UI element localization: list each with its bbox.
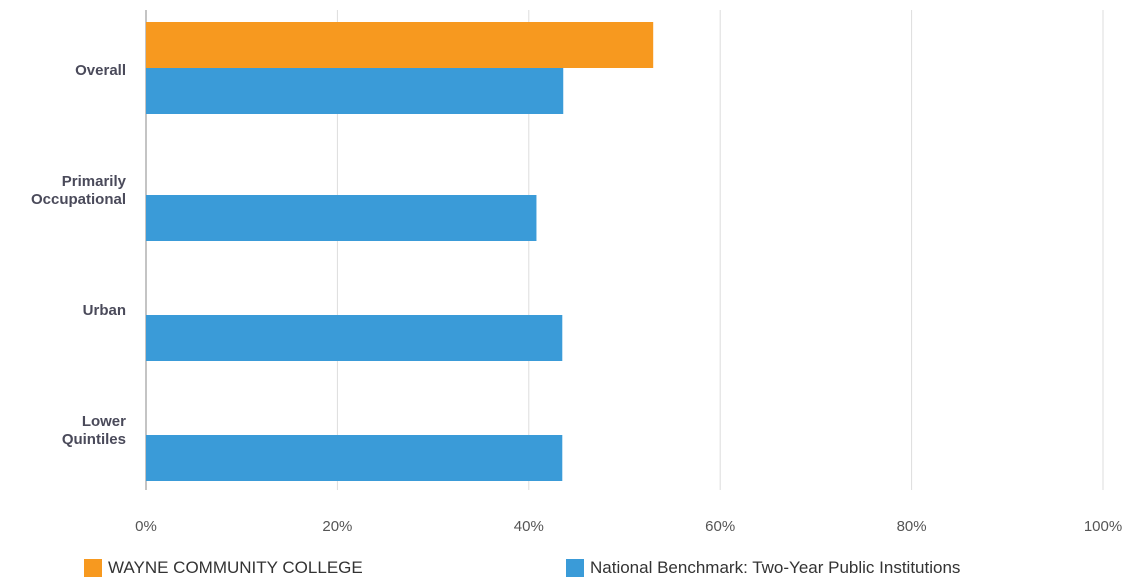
x-tick-label: 20% [322,518,352,535]
x-tick-label: 60% [705,518,735,535]
category-label: Primarily [62,173,127,190]
legend-item-college[interactable]: WAYNE COMMUNITY COLLEGE [84,558,363,578]
bar-benchmark [146,195,537,241]
category-label: Lower [82,413,126,430]
legend-item-benchmark[interactable]: National Benchmark: Two-Year Public Inst… [566,558,960,578]
x-tick-label: 100% [1084,518,1122,535]
x-tick-label: 40% [514,518,544,535]
legend: WAYNE COMMUNITY COLLEGE National Benchma… [0,558,1130,583]
category-label: Urban [83,302,126,319]
category-label: Occupational [31,191,126,208]
x-tick-label: 80% [897,518,927,535]
bar-benchmark [146,435,563,481]
x-tick-label: 0% [135,518,157,535]
bar-college [146,22,654,68]
legend-label-college: WAYNE COMMUNITY COLLEGE [108,558,363,577]
category-label: Quintiles [62,431,126,448]
bar-benchmark [146,315,563,361]
bar-benchmark [146,68,564,114]
category-label: Overall [75,62,126,79]
legend-label-benchmark: National Benchmark: Two-Year Public Inst… [590,558,961,577]
legend-swatch-benchmark [566,559,584,577]
chart-plot: 0% 20% 40% 60% 80% 100% Overall PrimarilyOccupa… [31,10,1122,535]
legend-swatch-college [84,559,102,577]
